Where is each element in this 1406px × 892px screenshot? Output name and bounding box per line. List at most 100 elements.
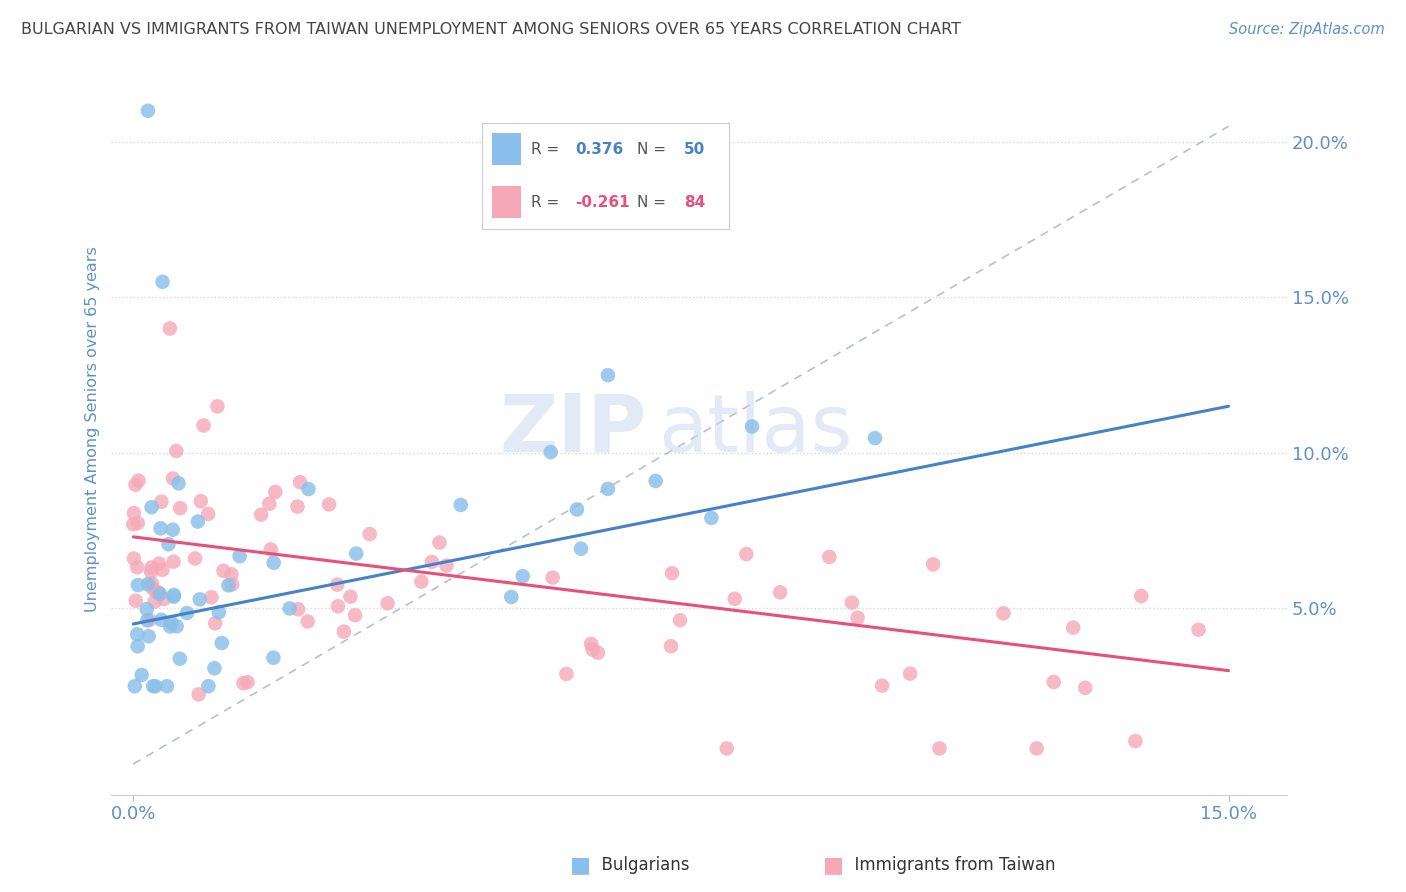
Point [287, 500, 309, 514]
Point [818, 549, 841, 564]
Point [207, 400, 229, 414]
Point [741, 419, 763, 434]
Text: ■: ■ [823, 855, 844, 875]
Point [187, 687, 209, 701]
Point [148, 557, 170, 571]
Point [124, 679, 146, 693]
Point [846, 611, 869, 625]
Point [339, 590, 361, 604]
Point [724, 591, 747, 606]
Text: Source: ZipAtlas.com: Source: ZipAtlas.com [1229, 22, 1385, 37]
Point [163, 588, 186, 602]
Point [131, 668, 153, 682]
Point [541, 570, 564, 584]
Point [143, 595, 166, 609]
Text: atlas: atlas [658, 391, 852, 468]
Point [156, 679, 179, 693]
Point [716, 741, 738, 756]
Point [326, 577, 349, 591]
Point [142, 679, 165, 693]
Point [153, 592, 176, 607]
Point [135, 602, 157, 616]
Point [184, 551, 207, 566]
Point [188, 592, 211, 607]
Point [232, 676, 254, 690]
Point [1187, 623, 1209, 637]
Point [569, 541, 592, 556]
Point [260, 542, 283, 557]
Point [139, 565, 162, 579]
Point [136, 577, 159, 591]
Point [769, 585, 792, 599]
Point [150, 613, 173, 627]
Point [700, 511, 723, 525]
Point [197, 679, 219, 693]
Point [141, 560, 163, 574]
Point [236, 675, 259, 690]
Point [263, 556, 285, 570]
Point [262, 650, 284, 665]
Point [326, 599, 349, 614]
Point [193, 418, 215, 433]
Point [165, 444, 187, 458]
Point [1042, 675, 1064, 690]
Point [411, 574, 433, 589]
Point [166, 619, 188, 633]
Point [212, 564, 235, 578]
Point [127, 578, 149, 592]
Point [176, 606, 198, 620]
Point [344, 608, 367, 623]
Point [870, 679, 893, 693]
Text: Bulgarians: Bulgarians [591, 856, 689, 874]
Point [898, 666, 921, 681]
Point [162, 555, 184, 569]
Point [136, 103, 159, 118]
Point [359, 527, 381, 541]
Point [429, 535, 451, 549]
Point [436, 558, 458, 573]
Point [163, 590, 186, 604]
Point [297, 482, 319, 496]
Point [540, 445, 562, 459]
Point [993, 606, 1015, 620]
Point [142, 582, 165, 596]
Point [159, 321, 181, 335]
Point [127, 560, 149, 574]
Point [512, 569, 534, 583]
Point [160, 615, 183, 630]
Point [141, 500, 163, 515]
Point [122, 551, 145, 566]
Point [162, 471, 184, 485]
Point [148, 585, 170, 599]
Point [197, 507, 219, 521]
Point [149, 587, 172, 601]
Point [136, 613, 159, 627]
Point [169, 501, 191, 516]
Point [122, 506, 145, 520]
Point [1025, 741, 1047, 756]
Point [200, 591, 222, 605]
Point [149, 521, 172, 535]
Point [644, 474, 666, 488]
Point [228, 549, 250, 564]
Text: Immigrants from Taiwan: Immigrants from Taiwan [844, 856, 1054, 874]
Point [127, 516, 149, 531]
Point [157, 537, 180, 551]
Point [211, 636, 233, 650]
Y-axis label: Unemployment Among Seniors over 65 years: Unemployment Among Seniors over 65 years [86, 247, 100, 613]
Point [138, 613, 160, 627]
Point [1074, 681, 1097, 695]
Point [596, 368, 619, 383]
Point [259, 497, 281, 511]
Point [187, 515, 209, 529]
Point [344, 547, 367, 561]
Point [278, 601, 301, 615]
Point [586, 646, 609, 660]
Point [841, 596, 863, 610]
Point [208, 605, 231, 619]
Point [152, 563, 174, 577]
Point [735, 547, 758, 561]
Point [145, 585, 167, 599]
Text: ■: ■ [569, 855, 591, 875]
Point [928, 741, 950, 756]
